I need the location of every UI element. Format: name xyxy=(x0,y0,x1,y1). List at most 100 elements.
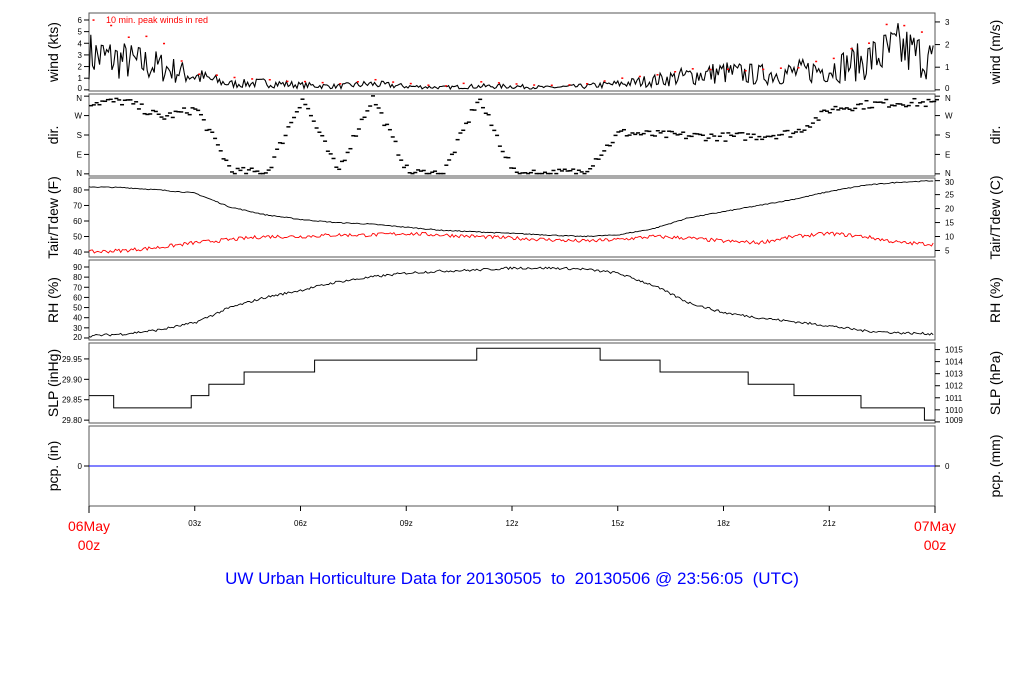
chart-title: UW Urban Horticulture Data for 20130505 … xyxy=(225,569,799,588)
peak-wind-point xyxy=(339,83,342,85)
ytick-label-right: 1012 xyxy=(945,382,963,391)
dir-ylabel-right: dir. xyxy=(987,126,1003,145)
ytick-label: 80 xyxy=(73,186,82,195)
dir-point xyxy=(802,129,807,131)
ytick-label: 20 xyxy=(73,333,82,342)
dir-point xyxy=(230,171,234,173)
dir-point xyxy=(433,170,438,172)
xtick-edge-date: 07May xyxy=(914,518,956,534)
dir-point xyxy=(139,103,144,105)
dir-point xyxy=(726,132,731,134)
ytick-label: S xyxy=(77,131,82,140)
dir-point xyxy=(100,100,105,102)
dir-point xyxy=(588,168,593,170)
dir-point xyxy=(700,134,705,137)
dir-point xyxy=(458,132,463,134)
dir-point xyxy=(650,134,655,137)
dir-point xyxy=(198,113,203,116)
dir-point xyxy=(658,132,663,134)
dir-point xyxy=(653,135,657,137)
dir-point xyxy=(715,139,720,142)
ytick-label-right: 5 xyxy=(945,246,950,255)
dir-point xyxy=(638,133,643,136)
ytick-label: 29.85 xyxy=(62,396,83,405)
dir-point xyxy=(413,171,418,174)
temp-series-0 xyxy=(88,180,934,238)
peak-wind-point xyxy=(180,60,183,62)
peak-wind-point xyxy=(656,74,659,76)
dir-point xyxy=(706,137,711,139)
peak-wind-point xyxy=(321,81,324,84)
peak-wind-point xyxy=(110,24,113,27)
peak-wind-point xyxy=(603,80,606,82)
dir-point xyxy=(768,135,773,138)
peak-wind-point xyxy=(163,42,166,45)
dir-point xyxy=(717,135,722,138)
peak-wind-point xyxy=(638,75,641,78)
dir-point xyxy=(791,132,796,135)
dir-point xyxy=(351,134,356,137)
ytick-label: 29.95 xyxy=(62,355,83,364)
dir-point xyxy=(404,164,409,167)
ytick-label: 80 xyxy=(73,273,82,282)
dir-point xyxy=(207,128,212,131)
ytick-label-right: 10 xyxy=(945,233,954,242)
dir-point xyxy=(875,101,880,104)
dir-point xyxy=(368,105,373,107)
dir-point xyxy=(712,135,717,137)
dir-point xyxy=(540,172,545,175)
dir-point xyxy=(365,110,370,112)
dir-point xyxy=(269,166,274,169)
dir-point xyxy=(771,134,776,137)
dir-point xyxy=(528,171,533,174)
peak-wind-point xyxy=(850,47,853,50)
dir-point xyxy=(915,105,920,107)
dir-point xyxy=(774,137,779,140)
ytick-label-right: 1009 xyxy=(945,416,963,425)
peak-wind-point xyxy=(868,42,871,44)
dir-point xyxy=(881,102,886,104)
dir-point xyxy=(495,134,500,137)
wind-ylabel: wind (kts) xyxy=(45,22,61,83)
ytick-label: N xyxy=(76,94,82,103)
dir-point xyxy=(325,150,330,152)
dir-point xyxy=(520,172,525,174)
ytick-label-right: 15 xyxy=(945,219,954,228)
dir-point xyxy=(765,135,770,138)
peak-wind-point xyxy=(356,81,359,83)
dir-point xyxy=(562,168,567,171)
dir-point xyxy=(762,136,767,138)
dir-point xyxy=(201,119,206,121)
dir-point xyxy=(292,116,297,119)
dir-point xyxy=(757,135,762,138)
peak-wind-point xyxy=(727,68,730,71)
dir-point xyxy=(613,134,618,137)
xtick-label: 15z xyxy=(611,519,624,528)
dir-point xyxy=(410,172,415,175)
pcp-ylabel: pcp. (in) xyxy=(45,441,61,492)
dir-point xyxy=(667,130,672,132)
dir-point xyxy=(932,100,937,103)
dir-point xyxy=(805,125,810,127)
dir-point xyxy=(898,103,903,105)
dir-point xyxy=(796,128,801,131)
dir-point xyxy=(379,112,384,114)
ytick-label: 2 xyxy=(78,63,83,72)
dir-point xyxy=(720,132,725,134)
dir-point xyxy=(317,131,322,133)
dir-point xyxy=(906,104,911,107)
dir-point xyxy=(300,98,305,100)
ytick-label-right: 1 xyxy=(945,63,950,72)
ytick-label: E xyxy=(77,150,82,159)
dir-point xyxy=(320,134,325,137)
dir-point xyxy=(926,98,931,101)
peak-wind-point xyxy=(215,74,218,76)
dir-point xyxy=(884,98,889,101)
dir-point xyxy=(108,98,113,101)
dir-point xyxy=(435,172,440,175)
temp-series-1 xyxy=(88,231,934,254)
ytick-label: 90 xyxy=(73,263,82,272)
ytick-label-right: S xyxy=(945,131,950,140)
dir-point xyxy=(182,107,187,109)
dir-point xyxy=(128,99,133,101)
